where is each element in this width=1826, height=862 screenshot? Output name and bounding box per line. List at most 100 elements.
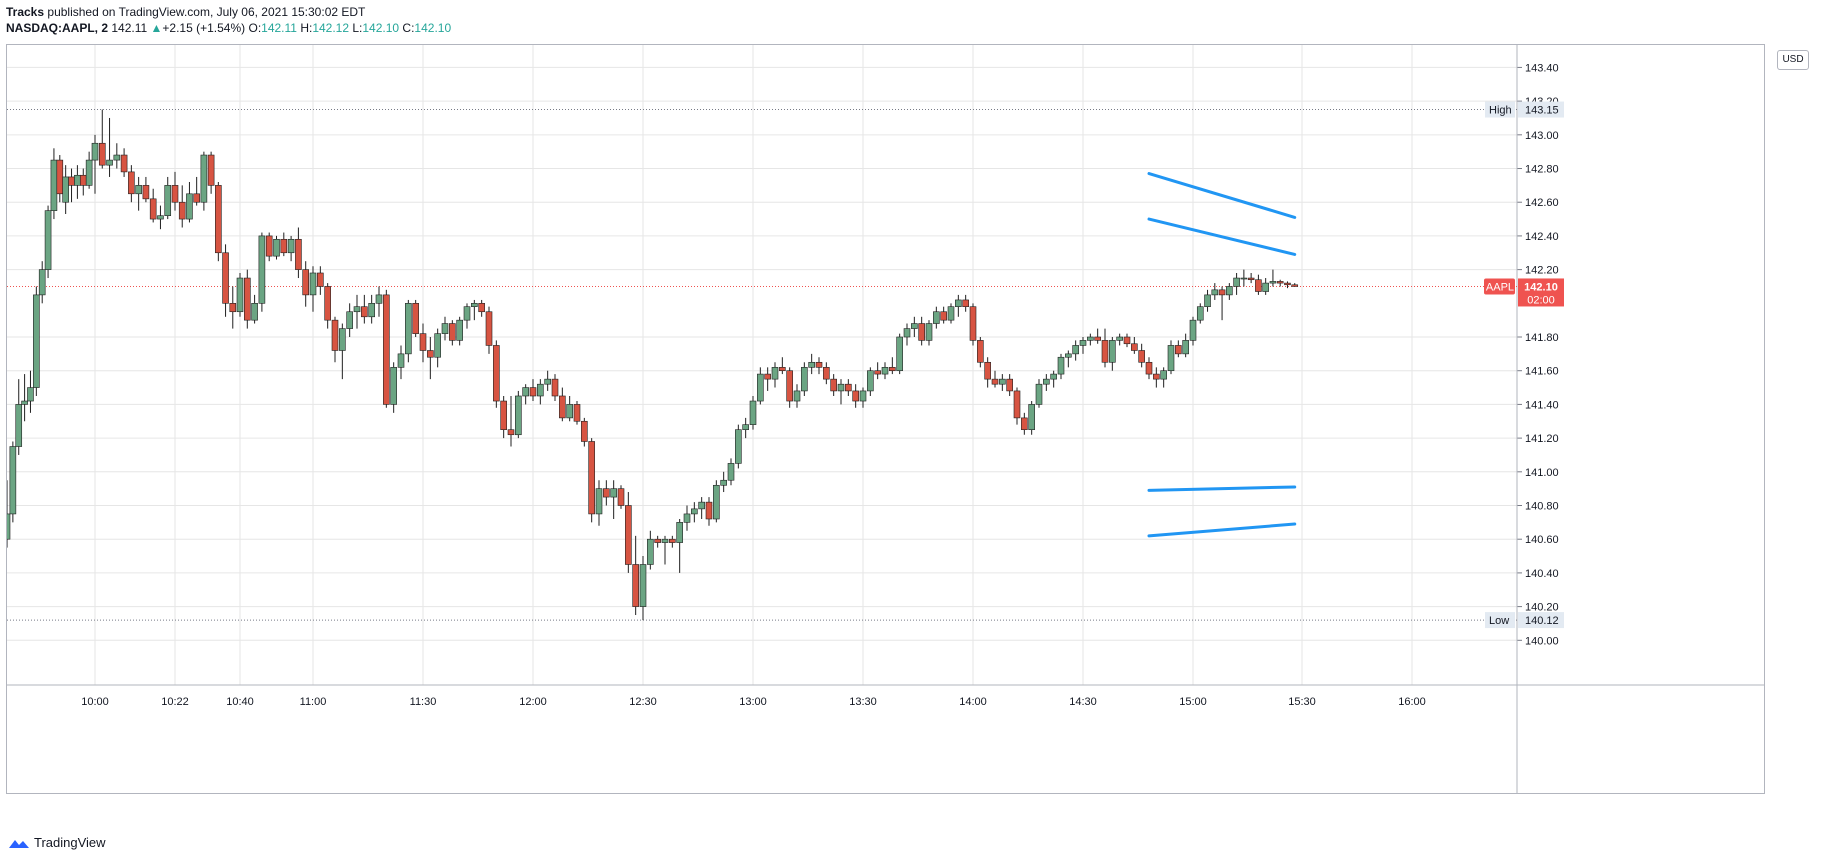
candle-up[interactable] bbox=[566, 404, 573, 419]
candle-up[interactable] bbox=[7, 513, 11, 540]
candle-up[interactable] bbox=[1167, 345, 1175, 372]
candle-down[interactable] bbox=[56, 159, 64, 195]
candle-up[interactable] bbox=[661, 538, 669, 543]
candle-up[interactable] bbox=[1233, 277, 1240, 287]
candle-up[interactable] bbox=[434, 333, 441, 358]
candle-up[interactable] bbox=[793, 390, 801, 402]
candle-up[interactable] bbox=[735, 429, 742, 464]
trendline[interactable] bbox=[1147, 172, 1297, 219]
candle-down[interactable] bbox=[830, 378, 837, 392]
candle-up[interactable] bbox=[339, 328, 346, 351]
candle-down[interactable] bbox=[874, 370, 881, 375]
candle-down[interactable] bbox=[984, 361, 991, 380]
candle-up[interactable] bbox=[157, 215, 164, 220]
candle-down[interactable] bbox=[815, 361, 823, 368]
candle-down[interactable] bbox=[962, 299, 969, 307]
candle-down[interactable] bbox=[68, 176, 75, 186]
candle-down[interactable] bbox=[669, 538, 676, 543]
candle-up[interactable] bbox=[698, 501, 705, 510]
currency-badge[interactable]: USD bbox=[1777, 50, 1809, 70]
candle-up[interactable] bbox=[713, 484, 720, 520]
candle-up[interactable] bbox=[522, 387, 529, 397]
candle-up[interactable] bbox=[903, 328, 911, 338]
candle-up[interactable] bbox=[808, 361, 815, 368]
candle-down[interactable] bbox=[551, 378, 559, 397]
candle-up[interactable] bbox=[1072, 345, 1079, 355]
candle-up[interactable] bbox=[38, 269, 46, 296]
candle-up[interactable] bbox=[727, 463, 735, 481]
candle-up[interactable] bbox=[33, 294, 40, 388]
candle-down[interactable] bbox=[120, 154, 128, 173]
candle-down[interactable] bbox=[324, 286, 331, 321]
candle-up[interactable] bbox=[200, 154, 208, 203]
candle-up[interactable] bbox=[456, 319, 463, 341]
candle-up[interactable] bbox=[683, 513, 691, 523]
candle-up[interactable] bbox=[62, 176, 69, 203]
candle-down[interactable] bbox=[1094, 336, 1101, 341]
candle-up[interactable] bbox=[1109, 340, 1116, 363]
candle-up[interactable] bbox=[91, 142, 99, 161]
candle-down[interactable] bbox=[779, 367, 786, 372]
candle-up[interactable] bbox=[397, 353, 405, 368]
candle-up[interactable] bbox=[1226, 286, 1233, 296]
candle-down[interactable] bbox=[507, 429, 515, 436]
candle-up[interactable] bbox=[911, 323, 918, 329]
candle-up[interactable] bbox=[537, 383, 544, 397]
candle-up[interactable] bbox=[1050, 373, 1057, 380]
candle-up[interactable] bbox=[999, 378, 1006, 385]
candle-up[interactable] bbox=[947, 306, 955, 321]
candle-down[interactable] bbox=[991, 378, 999, 385]
candle-up[interactable] bbox=[1269, 281, 1277, 284]
candle-up[interactable] bbox=[691, 508, 698, 515]
candle-down[interactable] bbox=[215, 185, 222, 254]
candle-up[interactable] bbox=[1204, 294, 1211, 307]
candle-down[interactable] bbox=[940, 311, 947, 321]
candle-up[interactable] bbox=[867, 370, 874, 392]
candle-up[interactable] bbox=[405, 303, 412, 355]
candle-up[interactable] bbox=[21, 400, 28, 405]
candle-up[interactable] bbox=[720, 479, 727, 486]
candle-down[interactable] bbox=[500, 400, 507, 430]
candle-down[interactable] bbox=[764, 373, 771, 380]
candle-down[interactable] bbox=[852, 390, 859, 402]
candle-down[interactable] bbox=[603, 488, 610, 498]
candle-up[interactable] bbox=[186, 193, 193, 220]
candle-up[interactable] bbox=[749, 400, 757, 425]
candle-down[interactable] bbox=[79, 174, 87, 186]
candle-down[interactable] bbox=[412, 303, 419, 334]
candle-up[interactable] bbox=[346, 311, 353, 329]
candle-down[interactable] bbox=[331, 319, 339, 351]
candle-up[interactable] bbox=[896, 336, 903, 372]
candle-up[interactable] bbox=[390, 367, 397, 405]
candle-down[interactable] bbox=[1138, 350, 1145, 363]
candle-up[interactable] bbox=[368, 303, 375, 318]
candle-up[interactable] bbox=[135, 185, 142, 195]
candle-up[interactable] bbox=[15, 404, 23, 447]
candle-down[interactable] bbox=[142, 185, 150, 200]
candle-down[interactable] bbox=[969, 306, 977, 341]
candlestick-chart[interactable]: 140.00 140.20 140.40 140.60 140.80 141.00 141.… bbox=[7, 45, 1765, 794]
candle-down[interactable] bbox=[1255, 279, 1262, 292]
candle-up[interactable] bbox=[50, 159, 58, 211]
candle-up[interactable] bbox=[1240, 277, 1248, 280]
candle-up[interactable] bbox=[1057, 356, 1065, 375]
candle-down[interactable] bbox=[1131, 343, 1138, 351]
candle-down[interactable] bbox=[845, 383, 852, 392]
candle-down[interactable] bbox=[171, 185, 179, 203]
candle-down[interactable] bbox=[317, 272, 324, 287]
candle-up[interactable] bbox=[471, 303, 478, 307]
candle-down[interactable] bbox=[149, 198, 157, 220]
candle-up[interactable] bbox=[236, 277, 244, 313]
candle-up[interactable] bbox=[881, 367, 889, 375]
candle-down[interactable] bbox=[295, 238, 302, 270]
author-name[interactable]: Tracks bbox=[6, 5, 45, 19]
candle-up[interactable] bbox=[933, 311, 940, 324]
candle-down[interactable] bbox=[178, 201, 186, 220]
candle-up[interactable] bbox=[1262, 282, 1269, 292]
candle-up[interactable] bbox=[676, 522, 683, 543]
candle-down[interactable] bbox=[573, 404, 581, 422]
trendline[interactable] bbox=[1147, 522, 1297, 538]
chart-pane[interactable]: 140.00 140.20 140.40 140.60 140.80 141.00 141.… bbox=[6, 44, 1765, 794]
candle-down[interactable] bbox=[918, 323, 925, 341]
candle-down[interactable] bbox=[625, 505, 632, 565]
